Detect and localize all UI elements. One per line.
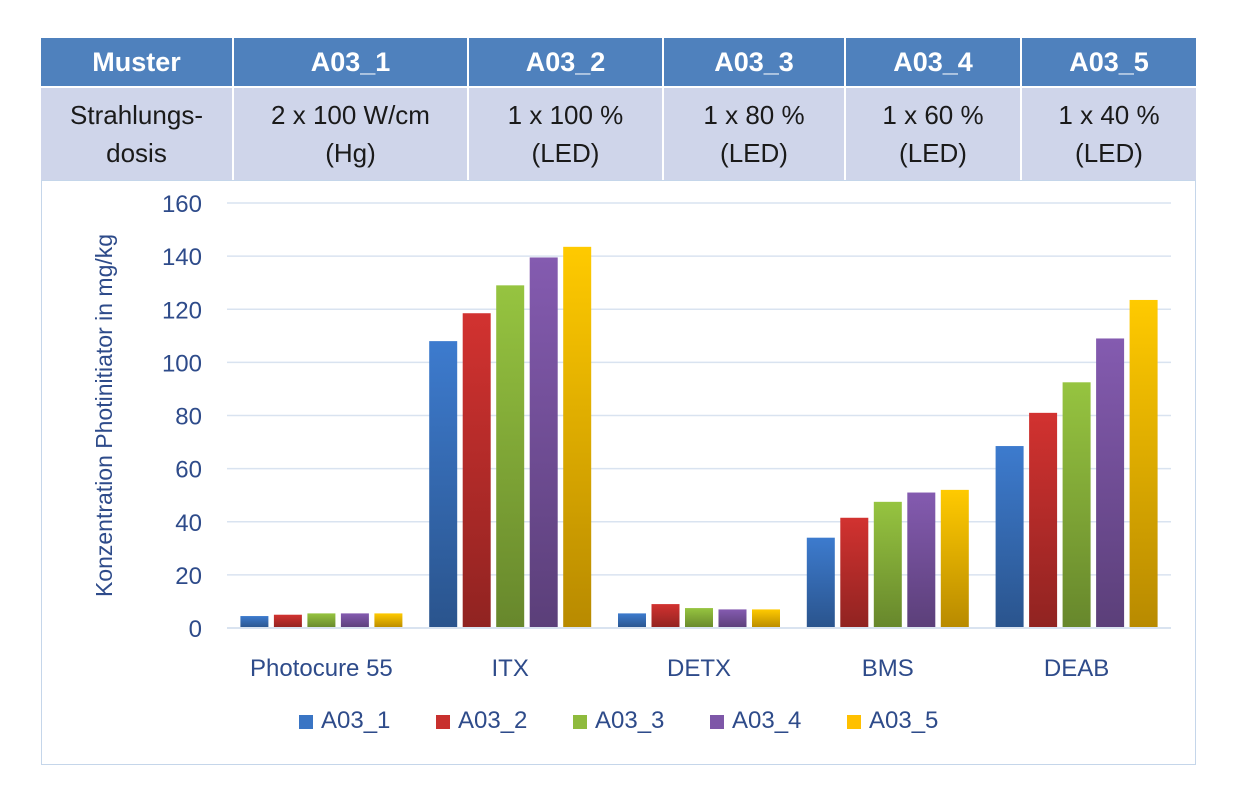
legend-label: A03_4 xyxy=(732,707,801,734)
chart-frame: 0 20 40 60 80 100 120 140 160 Konzentration Photi… xyxy=(41,180,1196,765)
bar-a03-5 xyxy=(1129,299,1158,628)
bar-a03-4 xyxy=(529,257,558,628)
legend-label: A03_3 xyxy=(595,707,664,734)
bar-a03-1 xyxy=(995,446,1024,628)
x-tick-label: DETX xyxy=(667,655,731,682)
bar-a03-1 xyxy=(806,537,835,628)
header-a03-5: A03_5 xyxy=(1020,38,1196,87)
dose-cell-a03-3: 1 x 80 % (LED) xyxy=(662,86,845,180)
sample-info-table: Muster A03_1 A03_2 A03_3 A03_4 A03_5 Str… xyxy=(41,38,1196,180)
bar-a03-4 xyxy=(907,492,936,628)
legend-swatch xyxy=(847,715,861,729)
bar-a03-3 xyxy=(873,501,902,628)
dose-cell-a03-4: 1 x 60 % (LED) xyxy=(844,86,1021,180)
dose-cell-a03-5: 1 x 40 % (LED) xyxy=(1020,86,1196,180)
bar-a03-3 xyxy=(496,285,525,628)
x-tick-label: ITX xyxy=(492,655,529,682)
y-tick-label: 60 xyxy=(175,457,202,484)
bar-a03-3 xyxy=(1062,382,1091,628)
bar-a03-3 xyxy=(307,613,336,628)
bar-a03-1 xyxy=(618,613,646,628)
header-a03-4: A03_4 xyxy=(844,38,1021,87)
legend-label: A03_5 xyxy=(869,707,938,734)
dose-cell-a03-2: 1 x 100 % (LED) xyxy=(467,86,663,180)
legend-swatch xyxy=(710,715,724,729)
header-muster: Muster xyxy=(41,38,233,87)
dose-value: 2 x 100 W/cm xyxy=(271,100,430,130)
dose-value: 1 x 80 % xyxy=(703,100,805,130)
dose-source: (LED) xyxy=(720,138,788,168)
legend-swatch xyxy=(299,715,313,729)
y-tick-label: 140 xyxy=(162,244,202,271)
dose-source: (LED) xyxy=(531,138,600,168)
dose-cell-a03-1: 2 x 100 W/cm (Hg) xyxy=(232,86,468,180)
bar-a03-2 xyxy=(840,517,869,628)
dose-value: 1 x 40 % xyxy=(1058,100,1160,130)
y-axis-label: Konzentration Photinitiator in mg/kg xyxy=(91,234,117,597)
bar-a03-5 xyxy=(563,246,592,628)
y-tick-label: 40 xyxy=(175,510,202,537)
dose-value: 1 x 60 % xyxy=(882,100,984,130)
dose-source: (LED) xyxy=(899,138,967,168)
bar-a03-2 xyxy=(651,604,680,628)
row-label-strahlungsdosis: Strahlungs- dosis xyxy=(41,86,233,180)
legend-label: A03_2 xyxy=(458,707,527,734)
bar-a03-5 xyxy=(374,613,403,628)
table-header-row: Muster A03_1 A03_2 A03_3 A03_4 A03_5 xyxy=(41,38,1196,87)
header-a03-3: A03_3 xyxy=(662,38,845,87)
bar-a03-4 xyxy=(1096,338,1125,628)
x-tick-label: BMS xyxy=(862,655,914,682)
dose-source: (Hg) xyxy=(325,138,376,168)
bar-a03-5 xyxy=(940,489,969,628)
dose-value: 1 x 100 % xyxy=(507,100,624,130)
y-tick-label: 80 xyxy=(175,404,202,431)
row-label-line-2: dosis xyxy=(106,138,167,168)
bar-a03-1 xyxy=(240,616,269,628)
bar-a03-2 xyxy=(1029,412,1058,628)
header-a03-2: A03_2 xyxy=(467,38,663,87)
legend-label: A03_1 xyxy=(321,707,390,734)
bar-a03-4 xyxy=(718,609,747,628)
bar-chart: 0 20 40 60 80 100 120 140 160 Konzentration Photi… xyxy=(91,191,1171,734)
y-tick-label: 0 xyxy=(189,616,202,643)
bar-a03-3 xyxy=(685,608,713,628)
row-label-line-1: Strahlungs- xyxy=(70,100,203,130)
y-tick-label: 100 xyxy=(162,350,202,377)
y-tick-label: 20 xyxy=(175,563,202,590)
bar-a03-5 xyxy=(752,609,780,628)
legend-swatch xyxy=(436,715,450,729)
bar-a03-1 xyxy=(429,341,458,628)
x-tick-label: Photocure 55 xyxy=(250,655,393,682)
bar-a03-2 xyxy=(273,614,302,628)
y-tick-label: 120 xyxy=(162,297,202,324)
dose-source: (LED) xyxy=(1075,138,1143,168)
bar-a03-2 xyxy=(462,313,491,628)
bar-a03-4 xyxy=(340,613,369,628)
table-dose-row: Strahlungs- dosis 2 x 100 W/cm (Hg) 1 x … xyxy=(41,86,1196,180)
header-a03-1: A03_1 xyxy=(232,38,468,87)
y-tick-label: 160 xyxy=(162,191,202,218)
legend-swatch xyxy=(573,715,587,729)
x-tick-label: DEAB xyxy=(1044,655,1109,682)
